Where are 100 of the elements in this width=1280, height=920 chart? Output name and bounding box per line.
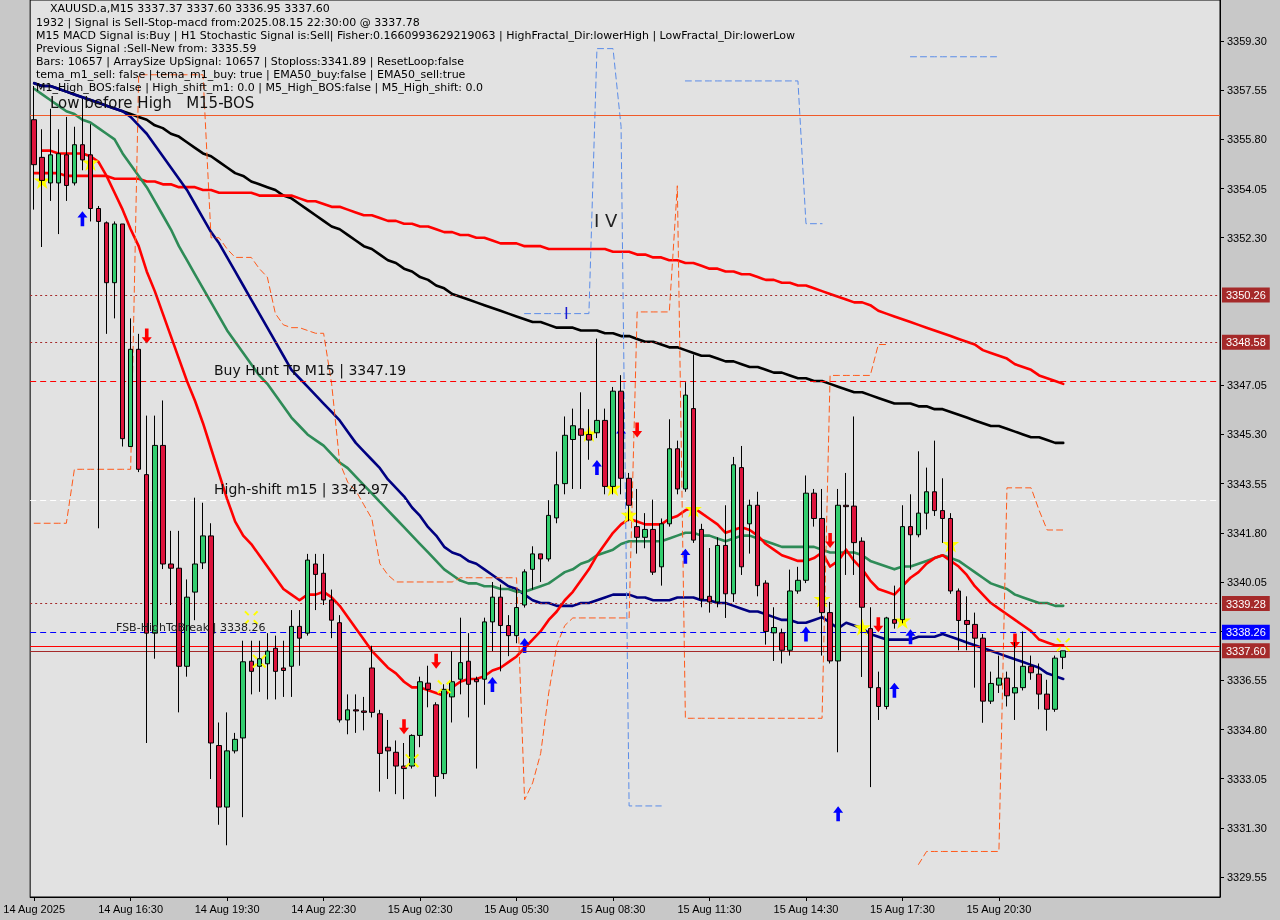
point (437, 679, 452, 694)
candlestick (530, 545, 535, 591)
candlestick (859, 536, 865, 678)
y-tick-label: 3359.30 (1227, 35, 1267, 48)
annotation: I (564, 303, 569, 323)
ref-line-label: 3338.26 (1226, 626, 1266, 639)
candlestick (1060, 650, 1066, 670)
candlestick (417, 676, 423, 748)
x-tick-label: 15 Aug 08:30 (580, 902, 646, 915)
x-tick-label: 14 Aug 16:30 (98, 902, 164, 915)
candlestick (715, 536, 720, 608)
candlestick (819, 488, 825, 657)
candlestick (337, 614, 342, 723)
candlestick (1036, 662, 1042, 710)
candlestick (1020, 630, 1026, 691)
candlestick (594, 338, 600, 439)
candlestick (771, 606, 777, 662)
candlestick (948, 512, 953, 595)
candlestick (425, 665, 431, 708)
candlestick (208, 522, 214, 780)
candlestick (787, 569, 793, 657)
x-tick-label: 15 Aug 20:30 (966, 902, 1032, 915)
candlestick (385, 719, 391, 780)
candlestick (433, 701, 439, 798)
candlestick (72, 126, 77, 186)
y-tick-label: 3333.05 (1227, 772, 1267, 785)
candlestick (827, 601, 833, 664)
candlestick (618, 374, 624, 495)
y-tick-label: 3347.05 (1227, 379, 1267, 392)
candlestick (650, 499, 656, 576)
candlestick (104, 220, 109, 335)
y-tick-label: 3334.80 (1227, 723, 1267, 736)
annotation: I V (594, 209, 619, 231)
candlestick (1028, 655, 1034, 681)
y-tick-label: 3354.05 (1227, 182, 1267, 195)
candlestick (120, 223, 125, 448)
candlestick (112, 220, 117, 319)
candlestick (514, 589, 519, 644)
candlestick (803, 474, 809, 584)
x-tick-label: 14 Aug 2025 (3, 902, 66, 915)
annotation: Previous Signal :Sell-New from: 3335.59 (36, 42, 257, 55)
candlestick (1052, 655, 1058, 713)
candlestick (240, 640, 246, 818)
candlestick (779, 628, 785, 664)
candlestick (763, 579, 769, 646)
candlestick (667, 418, 672, 528)
candlestick (578, 391, 584, 490)
candlestick (835, 488, 841, 753)
candlestick (868, 606, 873, 788)
candlestick (289, 609, 294, 698)
candlestick (96, 205, 101, 529)
candlestick (932, 440, 937, 517)
candlestick (980, 633, 986, 724)
candlestick (466, 632, 471, 718)
candlestick (1004, 671, 1010, 707)
x-tick-label: 15 Aug 14:30 (773, 902, 839, 915)
candlestick (249, 640, 254, 695)
x-tick-label: 15 Aug 02:30 (387, 902, 453, 915)
candlestick (345, 693, 350, 735)
point (405, 753, 420, 768)
x-tick-label: 14 Aug 19:30 (194, 902, 260, 915)
candlestick (88, 123, 93, 222)
candlestick (401, 742, 407, 800)
x-tick-label: 15 Aug 11:30 (677, 902, 742, 915)
chart-title: XAUUSD.a,M15 3337.37 3337.60 3336.95 3337.60 (50, 2, 330, 15)
candlestick (369, 645, 375, 718)
x-tick-label: 15 Aug 05:30 (484, 902, 549, 915)
candlestick (747, 499, 752, 555)
candlestick (843, 472, 849, 576)
candlestick (626, 472, 632, 522)
candlestick (128, 317, 133, 448)
y-tick-label: 3331.30 (1227, 821, 1267, 834)
candlestick (80, 98, 85, 171)
candlestick (216, 721, 222, 826)
candlestick (265, 632, 270, 700)
candlestick (634, 488, 640, 555)
candlestick (281, 640, 286, 698)
candlestick (136, 333, 141, 473)
candlestick (297, 609, 302, 667)
annotation: tema_m1_sell: false | tema_m1_buy: true | EMA50_buy:false | EMA50_sell:true (36, 68, 466, 81)
candlestick (570, 408, 576, 490)
candlestick (900, 504, 905, 624)
candlestick (48, 108, 53, 202)
candlestick (795, 566, 801, 595)
y-tick-label: 3336.55 (1227, 674, 1267, 687)
candlestick (707, 547, 712, 614)
candlestick (924, 467, 929, 530)
ref-line-label: 3350.26 (1226, 289, 1266, 302)
candlestick (956, 587, 961, 651)
candlestick (168, 530, 174, 606)
annotation: 1932 | Signal is Sell-Stop-macd from:2025.08.15 22:30:00 @ 3337.78 (36, 16, 420, 29)
y-tick-label: 3357.55 (1227, 84, 1267, 97)
ref-line-label: 3339.28 (1226, 597, 1266, 610)
candlestick (723, 504, 728, 619)
point (252, 654, 267, 669)
candlestick (876, 671, 881, 721)
candlestick (441, 683, 447, 780)
candlestick (659, 517, 664, 587)
candlestick (908, 493, 913, 571)
candlestick (683, 381, 688, 493)
